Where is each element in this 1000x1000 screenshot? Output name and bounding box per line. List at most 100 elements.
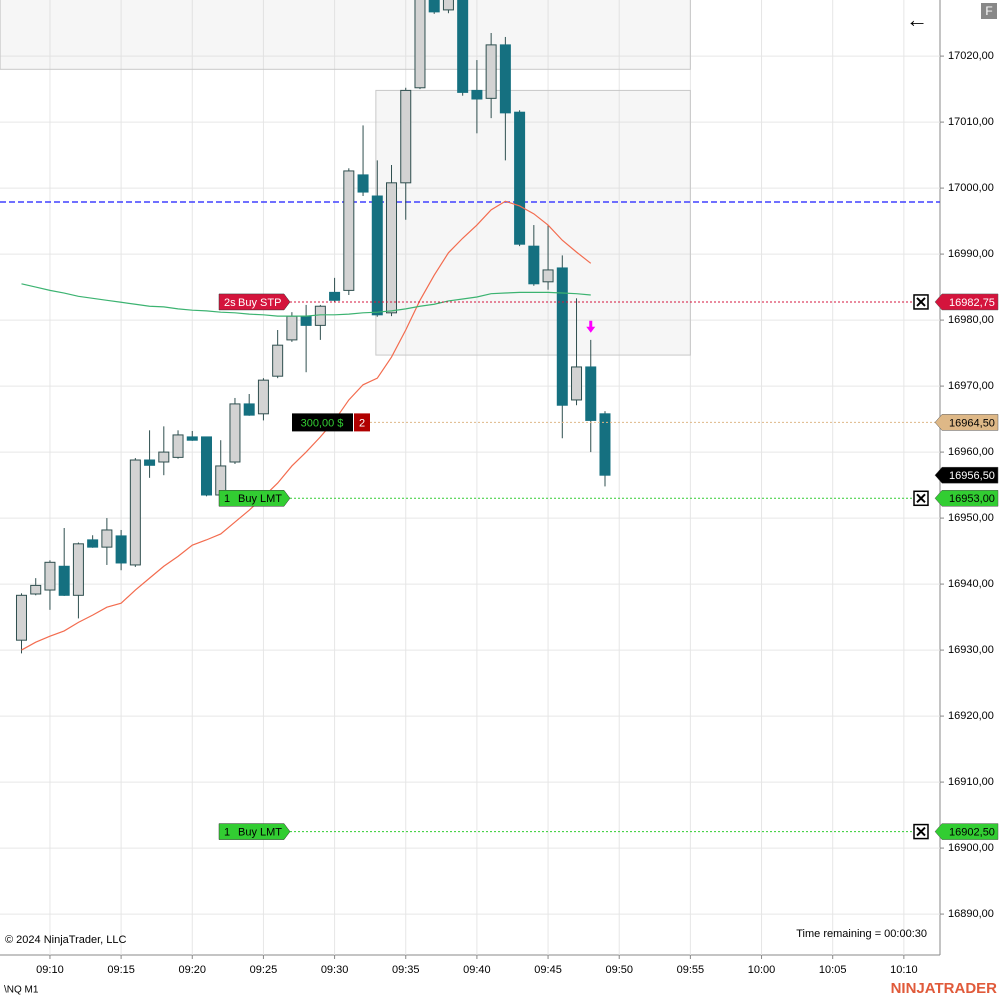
x-tick-label: 09:45 xyxy=(534,964,562,976)
candle-body xyxy=(329,291,341,301)
price-tag xyxy=(934,490,999,507)
x-tick-label: 10:10 xyxy=(890,964,918,976)
candle-body xyxy=(571,366,583,401)
candle-body xyxy=(243,403,255,416)
position-qty: 2 xyxy=(359,417,365,429)
position-qty-box[interactable] xyxy=(354,413,370,432)
f-button-label[interactable]: F xyxy=(985,4,992,18)
candle-body xyxy=(386,182,398,314)
cancel-x[interactable] xyxy=(916,826,926,837)
candle-body xyxy=(158,451,170,463)
order-qty: 1 xyxy=(224,826,230,838)
candle-body xyxy=(343,170,355,291)
price-tag xyxy=(934,823,999,840)
candle-body xyxy=(129,459,141,566)
candle-body xyxy=(442,0,454,11)
x-tick-label: 09:10 xyxy=(36,964,64,976)
candle-body xyxy=(257,379,269,415)
y-tick-label: 16890,00 xyxy=(948,908,994,920)
y-tick-label: 16910,00 xyxy=(948,776,994,788)
x-tick-label: 09:25 xyxy=(250,964,278,976)
x-tick-label: 09:20 xyxy=(179,964,207,976)
candle-body xyxy=(457,0,469,93)
candle-body xyxy=(101,529,113,548)
symbol: \NQ M1 xyxy=(4,985,39,996)
order-type: Buy STP xyxy=(238,297,281,309)
x-tick-label: 09:15 xyxy=(107,964,135,976)
y-tick-label: 16990,00 xyxy=(948,248,994,260)
y-tick-label: 17010,00 xyxy=(948,116,994,128)
candle-body xyxy=(186,436,198,441)
indicator-line xyxy=(21,283,591,317)
candle-body xyxy=(556,267,568,406)
candle-body xyxy=(286,315,298,341)
candle-body xyxy=(44,561,56,591)
y-tick-label: 16950,00 xyxy=(948,512,994,524)
candle-body xyxy=(371,195,383,316)
y-tick-label: 17000,00 xyxy=(948,182,994,194)
position-pnl: 300,00 $ xyxy=(301,417,344,429)
cancel-x[interactable] xyxy=(916,493,926,503)
x-tick-label: 10:00 xyxy=(748,964,776,976)
order-box[interactable] xyxy=(218,293,291,311)
grid: 16890,00 16900,00 16910,00 16920,00 16930,00… xyxy=(0,0,994,976)
candle-body xyxy=(599,413,611,476)
candle-body xyxy=(15,594,27,641)
y-tick-label: 16970,00 xyxy=(948,380,994,392)
price-tag-label: 16902,50 xyxy=(949,826,995,838)
x-tick-label: 09:50 xyxy=(605,964,633,976)
order-box[interactable] xyxy=(218,823,291,840)
position-pnl-box[interactable] xyxy=(292,413,353,432)
copyright: © 2024 NinjaTrader, LLC xyxy=(5,934,126,946)
candle-body xyxy=(144,459,156,466)
order-type: Buy LMT xyxy=(238,826,282,838)
y-tick-label: 16930,00 xyxy=(948,644,994,656)
candle-body xyxy=(400,89,412,184)
x-tick-label: 09:30 xyxy=(321,964,349,976)
candle-body xyxy=(414,0,426,89)
candle-body xyxy=(542,269,554,283)
candle-body xyxy=(471,89,483,100)
order-qty: 2s xyxy=(224,297,236,309)
candle-body xyxy=(585,366,597,421)
candle-body xyxy=(514,111,526,245)
time-remaining: Time remaining = 00:00:30 xyxy=(796,928,927,940)
y-tick-label: 16980,00 xyxy=(948,314,994,326)
zone xyxy=(375,89,691,356)
overlay: 2s Buy STP 16982,75 1 Buy LMT 16953,00 1 Buy LM… xyxy=(218,293,999,840)
candle-body xyxy=(229,403,241,463)
price-tag xyxy=(934,414,999,431)
candle-body xyxy=(201,436,213,496)
order-qty: 1 xyxy=(224,493,230,505)
x-tick-label: 09:35 xyxy=(392,964,420,976)
y-tick-label: 16900,00 xyxy=(948,842,994,854)
candle-body xyxy=(485,44,497,99)
price-tag-label: 16953,00 xyxy=(949,493,995,505)
x-tick-label: 10:05 xyxy=(819,964,847,976)
order-box[interactable] xyxy=(218,490,291,507)
cancel-x[interactable] xyxy=(916,297,926,307)
order-type: Buy LMT xyxy=(238,493,282,505)
candle-body xyxy=(30,584,42,595)
candle-body xyxy=(87,539,99,548)
f-button[interactable] xyxy=(981,3,997,19)
zone xyxy=(0,0,691,70)
candle-body xyxy=(314,305,326,326)
candle-body xyxy=(499,44,511,114)
price-tag-label: 16964,50 xyxy=(949,417,995,429)
candle-body xyxy=(428,0,440,13)
candle-body xyxy=(115,535,127,564)
y-tick-label: 16920,00 xyxy=(948,710,994,722)
signal-arrow xyxy=(586,320,596,333)
back-button[interactable]: ← xyxy=(906,7,928,32)
indicator-line xyxy=(21,200,592,651)
candle-body xyxy=(58,565,70,596)
x-tick-label: 09:55 xyxy=(677,964,705,976)
candle-body xyxy=(357,174,369,193)
candle-body xyxy=(300,315,312,326)
candle-body xyxy=(528,245,540,285)
candle-body xyxy=(72,543,84,596)
price-tag xyxy=(934,466,999,484)
